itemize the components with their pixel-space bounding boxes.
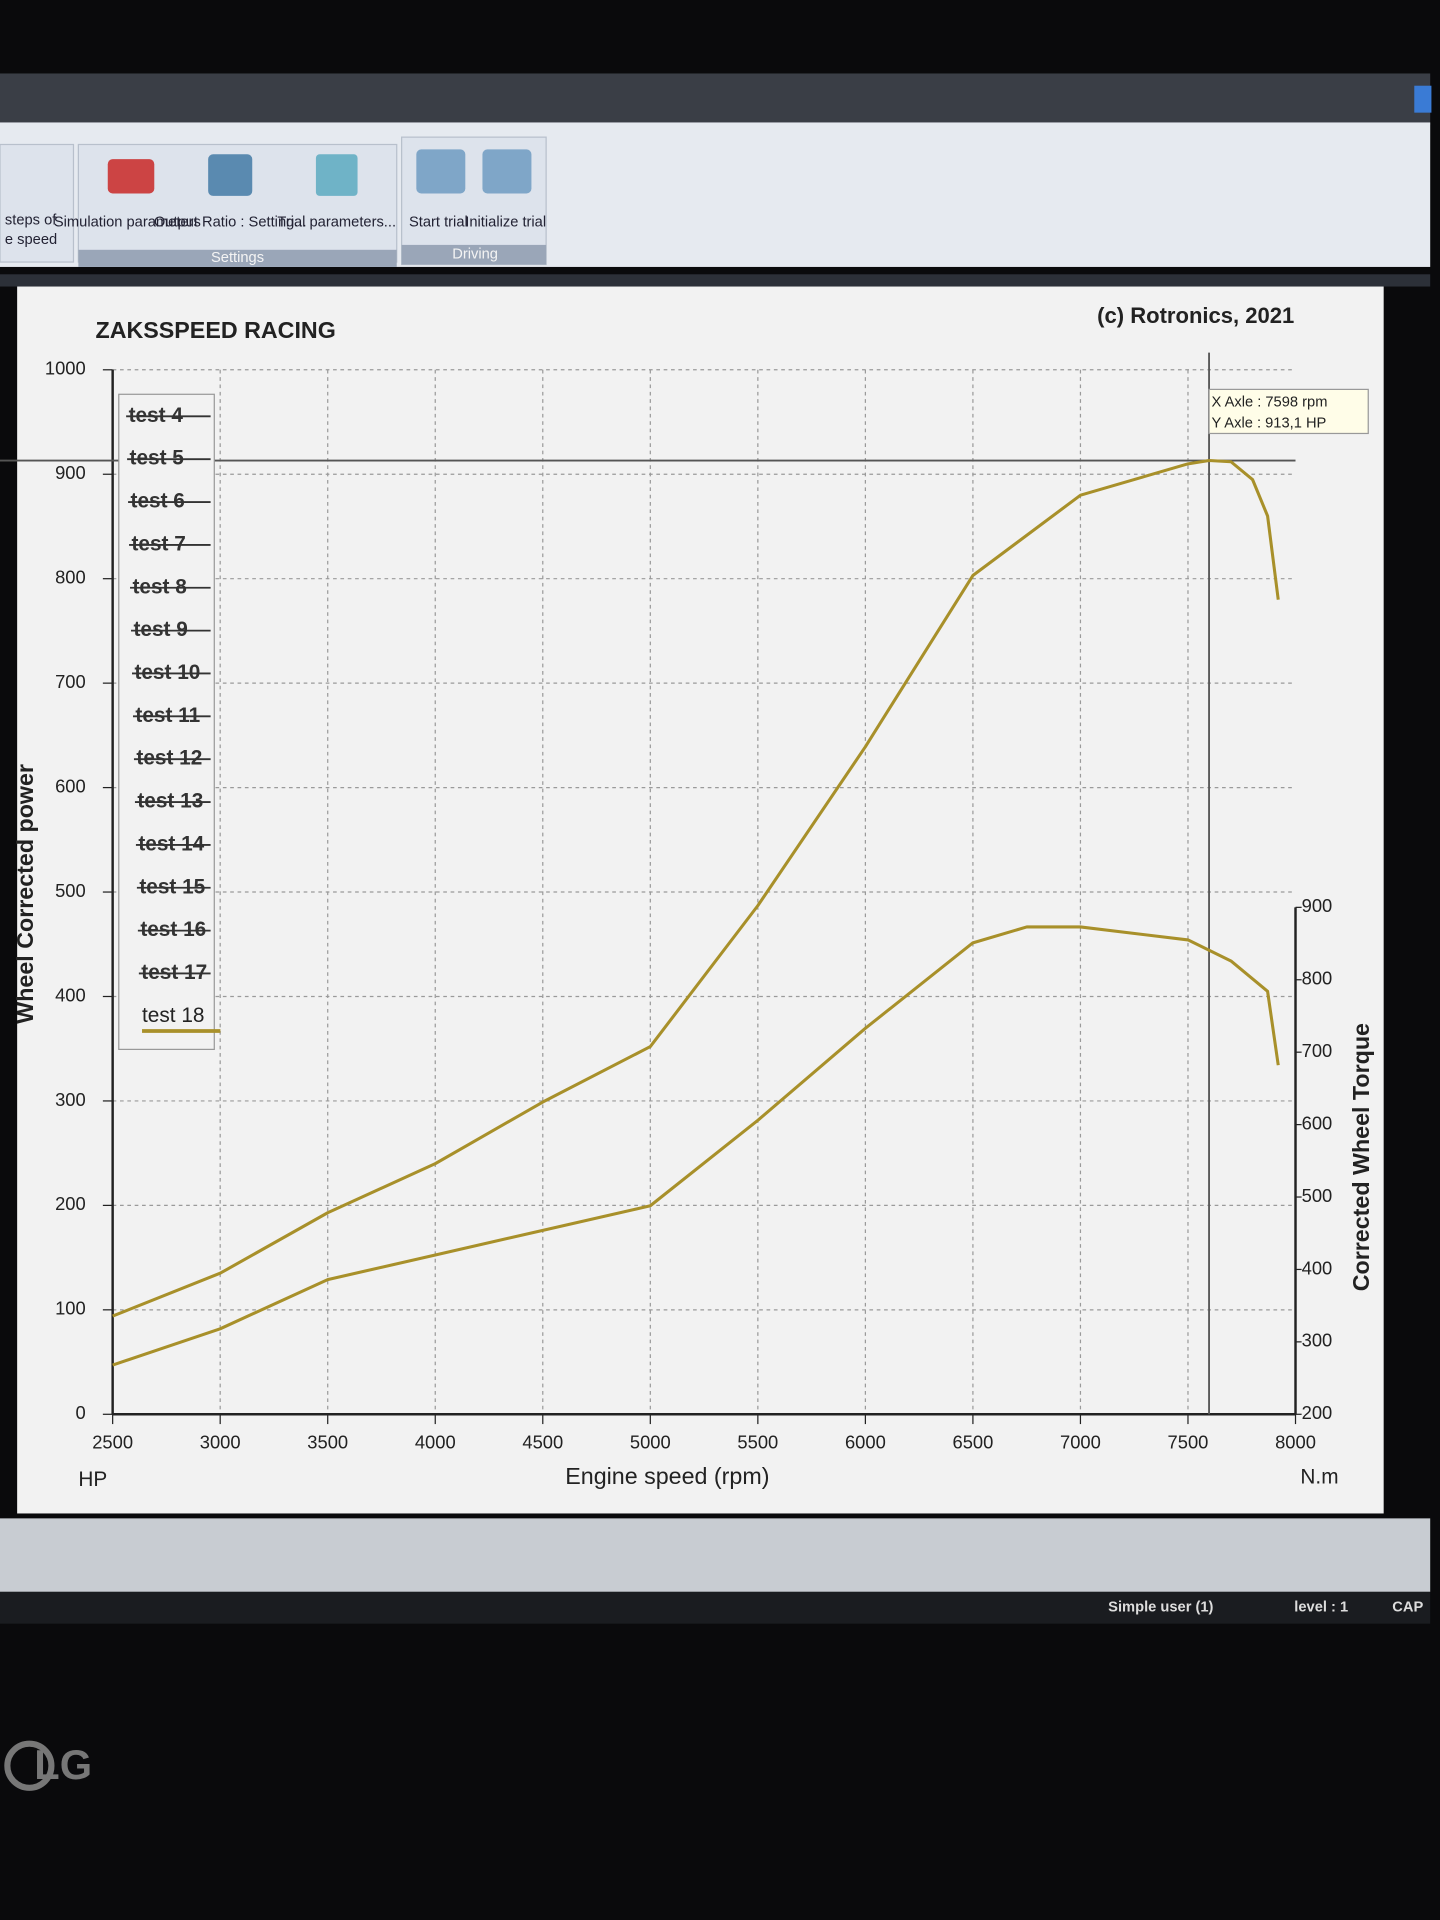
status-item: Simple user (1) (1108, 1600, 1213, 1616)
group-label-bg (78, 249, 397, 267)
x-tick-label: 5500 (737, 1432, 778, 1453)
legend-entry[interactable]: test 18 (142, 1004, 204, 1027)
x-tick-label: 6500 (952, 1432, 993, 1453)
help-button[interactable] (1414, 85, 1432, 113)
ribbon-button[interactable]: Start trial (409, 215, 468, 231)
legend-box (118, 393, 215, 1050)
legend-entry[interactable]: test 4 (129, 404, 184, 427)
chart-title: ZAKSSPEED RACING (96, 317, 336, 343)
x-tick-label: 8000 (1275, 1432, 1316, 1453)
x-tick-label: 6000 (845, 1432, 886, 1453)
x-axis-label: Engine speed (rpm) (565, 1463, 769, 1489)
icon (315, 154, 358, 196)
cursor-tooltip (1208, 388, 1369, 435)
status-bar (0, 1591, 1431, 1624)
y-tick-label: 700 (55, 671, 86, 692)
legend-entry[interactable]: test 17 (141, 961, 207, 984)
x-tick-label: 3000 (200, 1432, 241, 1453)
x-tick-label: 4000 (415, 1432, 456, 1453)
ribbon-group (0, 143, 75, 263)
y-tick-label: 400 (55, 984, 86, 1005)
legend-entry[interactable]: test 15 (139, 875, 205, 898)
y2-tick-label: 300 (1302, 1330, 1333, 1351)
legend-entry[interactable]: test 11 (135, 704, 200, 727)
y-axis-label: Wheel Corrected power (12, 764, 38, 1024)
y2-tick-label: 500 (1302, 1185, 1333, 1206)
legend-entry[interactable]: test 12 (136, 747, 202, 770)
ribbon-button[interactable]: Simulation parameters (54, 215, 201, 231)
data-line (112, 925, 1280, 1367)
x-tick-label: 2500 (92, 1432, 133, 1453)
bottom-area (0, 1518, 1431, 1592)
legend-entry[interactable]: test 8 (132, 575, 186, 598)
y-unit: HP (78, 1468, 107, 1491)
y-tick-label: 300 (55, 1089, 86, 1110)
y2-tick-label: 200 (1302, 1402, 1333, 1423)
separator (0, 274, 1431, 287)
y2-unit: N.m (1300, 1465, 1338, 1488)
icon (208, 154, 253, 196)
legend-entry[interactable]: test 9 (133, 618, 187, 641)
ribbon-button-label: e speed (5, 232, 57, 248)
data-line (112, 459, 1280, 1318)
ribbon-group-label: Driving (452, 247, 498, 263)
y-tick-label: 0 (75, 1402, 85, 1423)
y2-tick-label: 600 (1302, 1112, 1333, 1133)
icon (416, 149, 466, 194)
status-item: level : 1 (1294, 1600, 1348, 1616)
copyright: (c) Rotronics, 2021 (1097, 303, 1294, 328)
legend-entry[interactable]: test 13 (137, 790, 203, 813)
y-tick-label: 500 (55, 880, 86, 901)
title-bar (0, 73, 1431, 125)
ribbon-button-label: steps of (5, 212, 57, 228)
ribbon-group-label: Settings (211, 250, 264, 266)
x-tick-label: 3500 (307, 1432, 348, 1453)
y-tick-label: 800 (55, 567, 86, 588)
icon (482, 149, 532, 194)
y2-tick-label: 700 (1302, 1040, 1333, 1061)
y-tick-label: 200 (55, 1193, 86, 1214)
cursor-y-text: Y Axle : 913,1 HP (1212, 416, 1327, 432)
legend-entry[interactable]: test 7 (132, 532, 186, 555)
cursor-x-text: X Axle : 7598 rpm (1212, 395, 1328, 411)
legend-entry[interactable]: test 6 (131, 490, 185, 513)
legend-entry[interactable]: test 10 (134, 661, 200, 684)
icon (107, 159, 155, 194)
x-tick-label: 7000 (1060, 1432, 1101, 1453)
y2-tick-label: 900 (1302, 895, 1333, 916)
legend-entry[interactable]: test 16 (140, 918, 206, 941)
legend-entry[interactable]: test 14 (138, 832, 204, 855)
y2-tick-label: 800 (1302, 968, 1333, 989)
y-tick-label: 600 (55, 775, 86, 796)
legend-entry[interactable]: test 5 (130, 447, 184, 470)
y2-axis-label: Corrected Wheel Torque (1348, 1023, 1374, 1291)
y-tick-label: 100 (55, 1298, 86, 1319)
y-tick-label: 900 (55, 462, 86, 483)
status-item: CAP (1392, 1600, 1423, 1616)
ribbon-button[interactable]: Trial parameters... (277, 215, 396, 231)
x-tick-label: 7500 (1168, 1432, 1209, 1453)
ribbon-button[interactable]: Initialize trial (465, 215, 546, 231)
y-tick-label: 1000 (45, 358, 86, 379)
chart-panel (17, 286, 1384, 1514)
ribbon-button[interactable]: Output Ratio : Setting... (154, 215, 307, 231)
group-label-bg (401, 244, 547, 265)
monitor-logo-mark (4, 1740, 55, 1791)
x-tick-label: 4500 (522, 1432, 563, 1453)
y2-tick-label: 400 (1302, 1257, 1333, 1278)
x-tick-label: 5000 (630, 1432, 671, 1453)
